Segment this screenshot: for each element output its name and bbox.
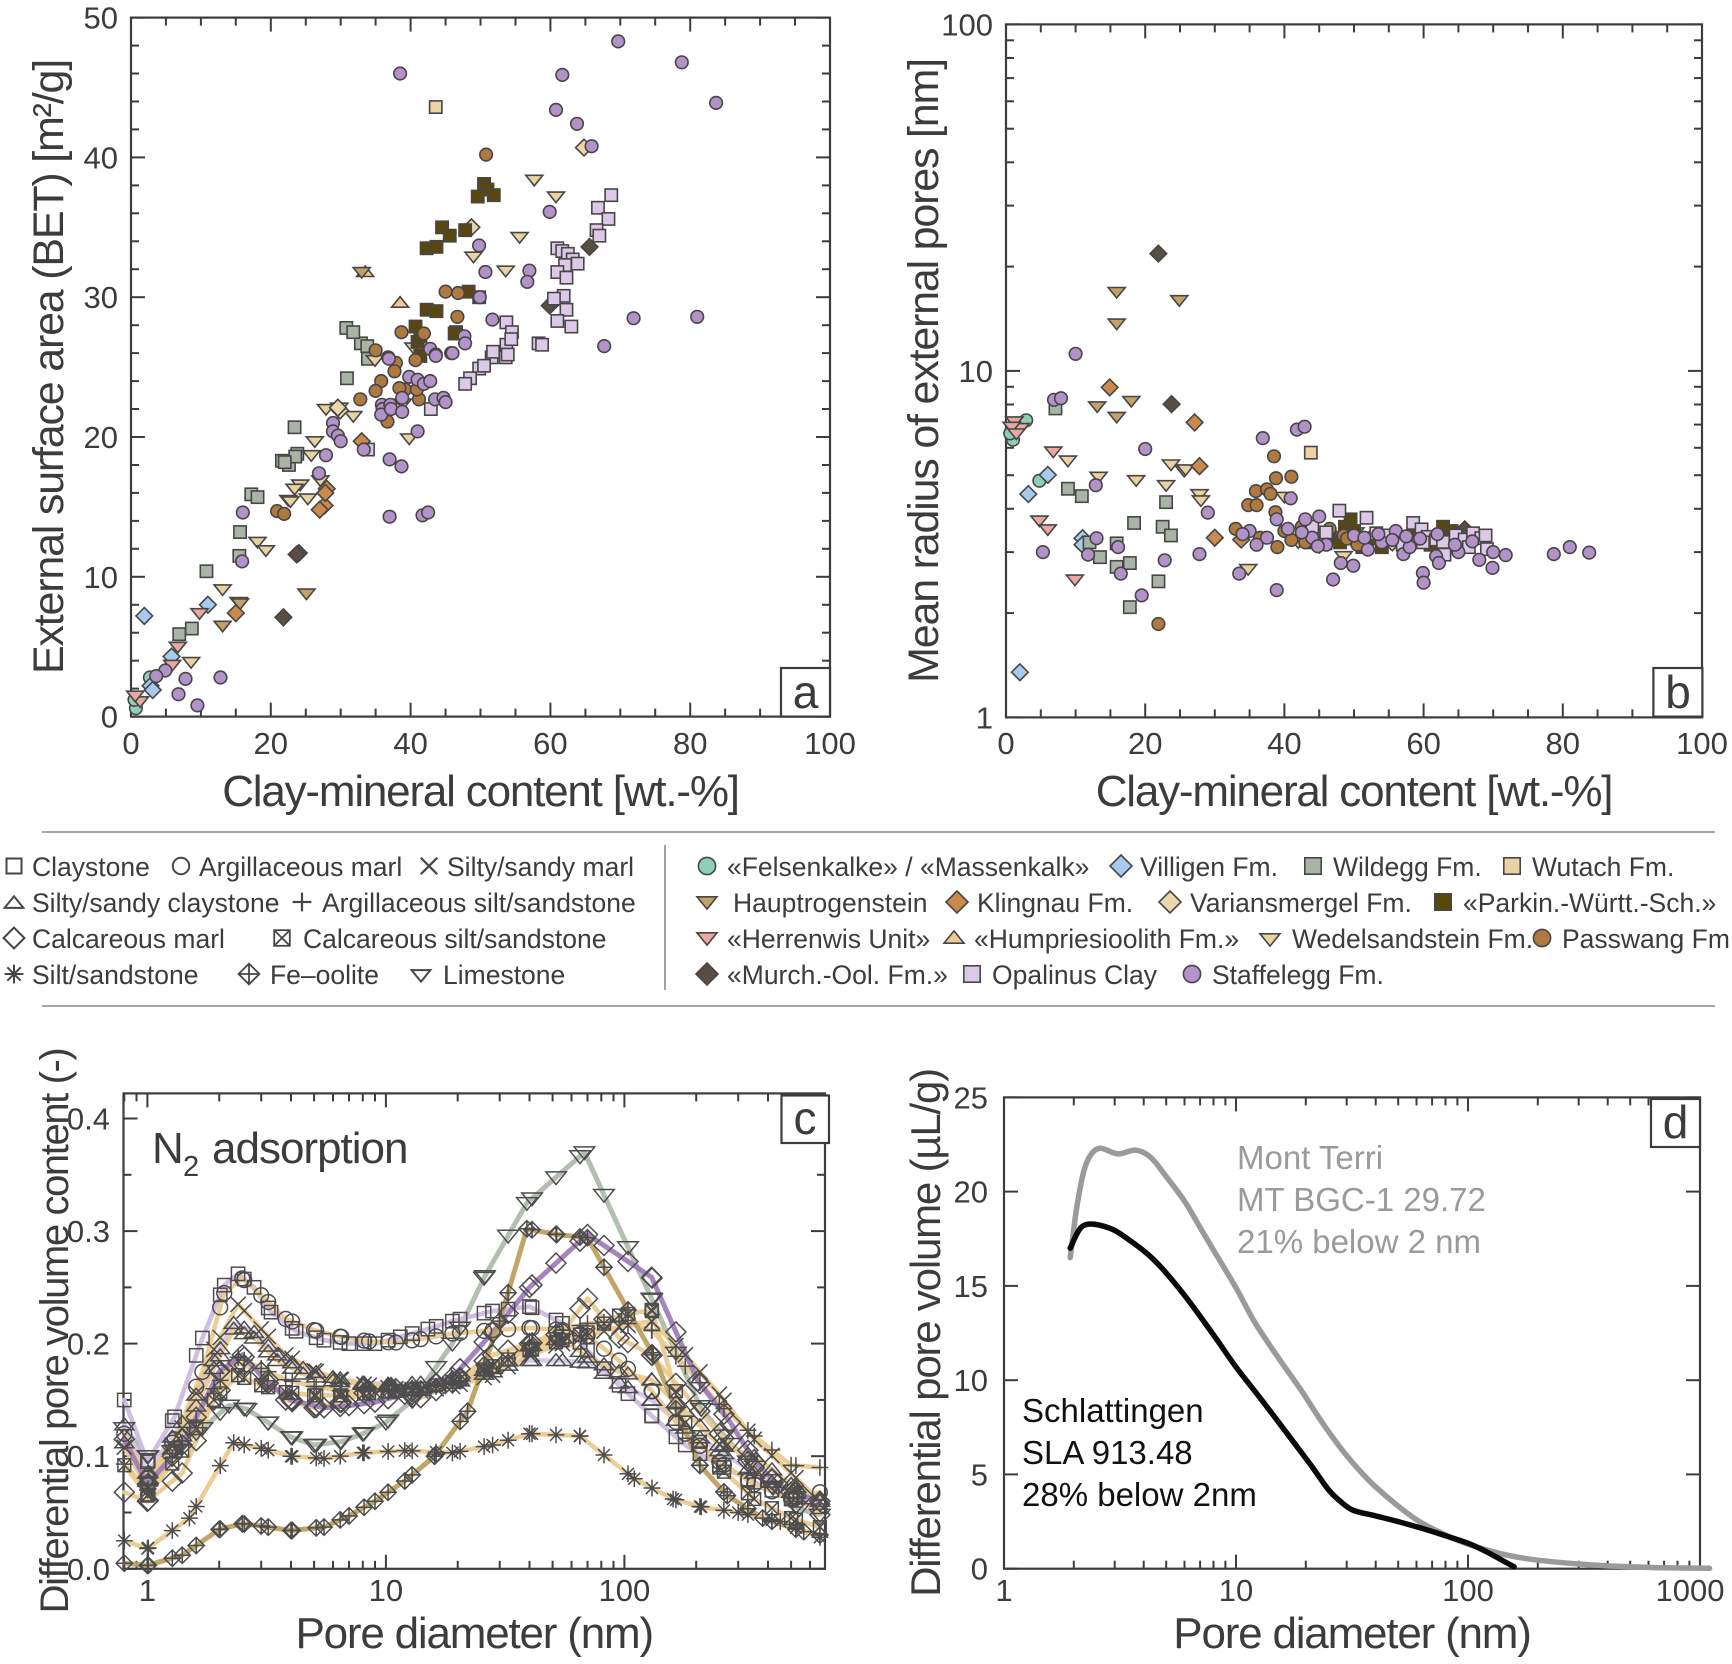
svg-text:0: 0 [971, 1552, 988, 1587]
svg-text:Calcareous marl: Calcareous marl [32, 924, 225, 954]
svg-text:«Murch.-Ool. Fm.»: «Murch.-Ool. Fm.» [727, 960, 948, 990]
svg-text:Argillaceous silt/sandstone: Argillaceous silt/sandstone [322, 888, 636, 918]
svg-text:Silty/sandy marl: Silty/sandy marl [447, 852, 634, 882]
svg-text:«Parkin.-Württ.-Sch.»: «Parkin.-Württ.-Sch.» [1463, 888, 1716, 918]
svg-text:30: 30 [84, 280, 118, 315]
svg-text:SLA 913.48: SLA 913.48 [1022, 1434, 1193, 1471]
svg-text:Silt/sandstone: Silt/sandstone [32, 960, 198, 990]
svg-text:«Felsenkalke» / «Massenkalk»: «Felsenkalke» / «Massenkalk» [727, 852, 1089, 882]
svg-text:Mean radius of external pores: Mean radius of external pores [nm] [900, 59, 948, 683]
svg-text:b: b [1665, 666, 1691, 718]
svg-text:0.3: 0.3 [67, 1214, 110, 1249]
svg-text:Wedelsandstein Fm.: Wedelsandstein Fm. [1292, 924, 1533, 954]
svg-text:Limestone: Limestone [443, 960, 565, 990]
svg-text:adsorption: adsorption [212, 1124, 407, 1173]
svg-text:80: 80 [1546, 726, 1580, 761]
svg-text:a: a [793, 666, 819, 718]
svg-text:40: 40 [84, 140, 118, 175]
svg-text:20: 20 [254, 726, 288, 761]
svg-text:80: 80 [673, 726, 707, 761]
svg-text:Differential pore volume conte: Differential pore volume content (-) [33, 1049, 77, 1614]
svg-text:Hauptrogenstein: Hauptrogenstein [733, 888, 927, 918]
svg-text:Pore diameter (nm): Pore diameter (nm) [295, 1609, 652, 1658]
svg-text:External surface area (BET) [m: External surface area (BET) [m²/g] [25, 60, 73, 674]
svg-text:10: 10 [954, 1363, 988, 1398]
svg-text:Calcareous silt/sandstone: Calcareous silt/sandstone [303, 924, 606, 954]
svg-text:21% below 2 nm: 21% below 2 nm [1237, 1223, 1481, 1260]
svg-text:1: 1 [995, 1573, 1012, 1608]
svg-text:Wutach Fm.: Wutach Fm. [1532, 852, 1674, 882]
svg-text:Silty/sandy claystone: Silty/sandy claystone [32, 888, 279, 918]
svg-text:0: 0 [101, 700, 118, 735]
svg-text:40: 40 [393, 726, 427, 761]
svg-text:1: 1 [976, 700, 993, 735]
svg-text:Klingnau Fm.: Klingnau Fm. [977, 888, 1133, 918]
svg-text:10: 10 [369, 1573, 403, 1608]
svg-text:50: 50 [84, 1, 118, 36]
svg-text:0.2: 0.2 [67, 1327, 110, 1362]
svg-text:Wildegg Fm.: Wildegg Fm. [1333, 852, 1482, 882]
svg-text:15: 15 [954, 1269, 988, 1304]
svg-text:2: 2 [183, 1151, 199, 1183]
svg-text:Mont Terri: Mont Terri [1237, 1139, 1383, 1176]
svg-text:20: 20 [954, 1175, 988, 1210]
svg-text:40: 40 [1267, 726, 1301, 761]
svg-text:0.4: 0.4 [67, 1102, 110, 1137]
svg-text:Differential pore volume (µL/g: Differential pore volume (µL/g) [902, 1069, 949, 1597]
svg-text:60: 60 [1406, 726, 1440, 761]
svg-text:100: 100 [941, 7, 993, 42]
svg-text:Claystone: Claystone [32, 852, 150, 882]
svg-text:0.1: 0.1 [67, 1439, 110, 1474]
svg-text:Passwang Fm.: Passwang Fm. [1562, 924, 1732, 954]
svg-text:«Humpriesioolith Fm.»: «Humpriesioolith Fm.» [974, 924, 1239, 954]
svg-text:20: 20 [84, 420, 118, 455]
svg-text:20: 20 [1128, 726, 1162, 761]
svg-text:Villigen Fm.: Villigen Fm. [1140, 852, 1278, 882]
svg-text:«Herrenwis Unit»: «Herrenwis Unit» [727, 924, 930, 954]
svg-text:0: 0 [997, 726, 1014, 761]
svg-text:100: 100 [1676, 726, 1728, 761]
svg-text:60: 60 [533, 726, 567, 761]
svg-text:Fe–oolite: Fe–oolite [270, 960, 379, 990]
svg-text:Clay-mineral content [wt.-%]: Clay-mineral content [wt.-%] [1096, 767, 1613, 816]
svg-text:Clay-mineral content [wt.-%]: Clay-mineral content [wt.-%] [222, 767, 739, 816]
svg-text:Schlattingen: Schlattingen [1022, 1392, 1204, 1429]
svg-text:10: 10 [959, 354, 993, 389]
svg-text:N: N [152, 1124, 184, 1173]
svg-text:c: c [794, 1092, 817, 1144]
svg-text:Variansmergel Fm.: Variansmergel Fm. [1190, 888, 1412, 918]
svg-text:10: 10 [84, 560, 118, 595]
svg-text:d: d [1663, 1096, 1689, 1148]
svg-text:10: 10 [1219, 1573, 1253, 1608]
svg-text:25: 25 [954, 1080, 988, 1115]
svg-text:28% below 2nm: 28% below 2nm [1022, 1476, 1257, 1513]
svg-text:100: 100 [804, 726, 856, 761]
svg-text:1000: 1000 [1656, 1573, 1725, 1608]
svg-text:Opalinus Clay: Opalinus Clay [992, 960, 1158, 990]
svg-text:Pore diameter (nm): Pore diameter (nm) [1173, 1609, 1530, 1658]
svg-text:MT BGC-1 29.72: MT BGC-1 29.72 [1237, 1181, 1486, 1218]
svg-text:0.0: 0.0 [67, 1552, 110, 1587]
svg-text:Staffelegg Fm.: Staffelegg Fm. [1212, 960, 1384, 990]
svg-text:5: 5 [971, 1457, 988, 1492]
svg-text:1: 1 [139, 1573, 156, 1608]
svg-text:Argillaceous marl: Argillaceous marl [199, 852, 402, 882]
svg-text:100: 100 [1442, 1573, 1494, 1608]
svg-text:0: 0 [122, 726, 139, 761]
svg-text:100: 100 [599, 1573, 651, 1608]
